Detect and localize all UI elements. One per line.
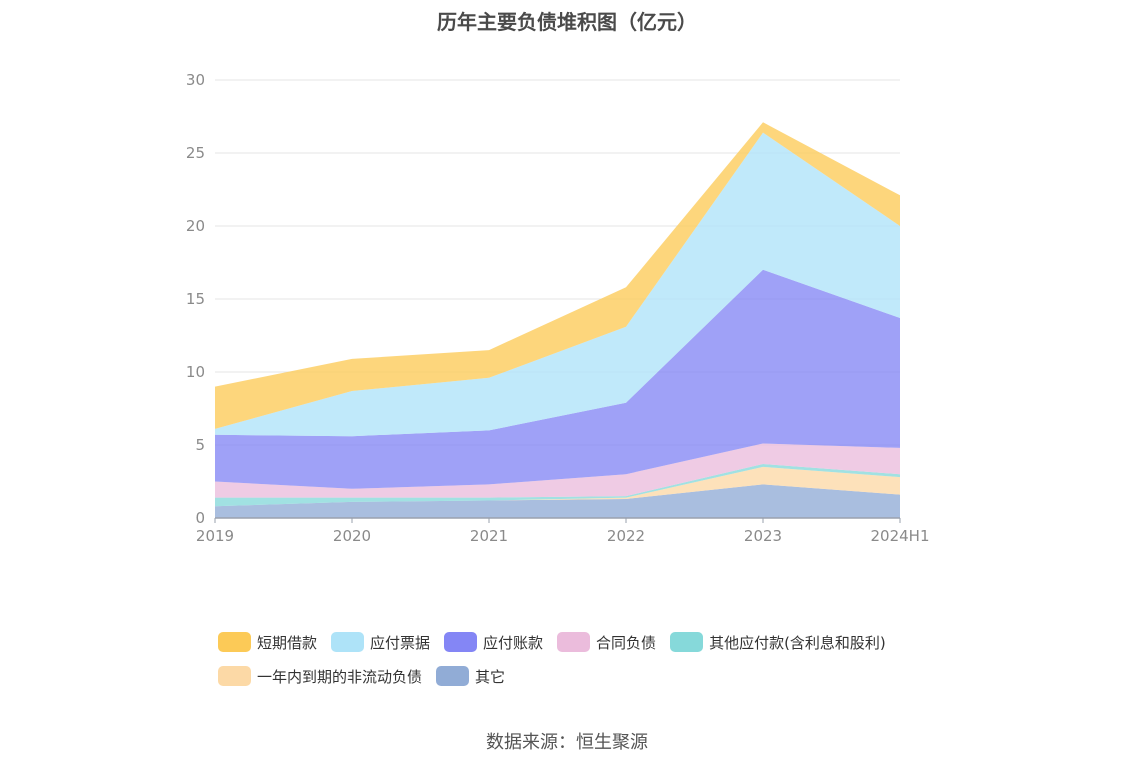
legend-label: 其它	[475, 667, 506, 686]
area-series-2	[215, 464, 900, 507]
y-tick-label: 10	[186, 363, 205, 381]
area-series-1	[215, 466, 900, 507]
area-series-3	[215, 443, 900, 498]
area-series-0	[215, 484, 900, 518]
source-note: 数据来源：恒生聚源	[486, 732, 648, 753]
legend-swatch	[436, 666, 470, 686]
legend: 短期借款 应付票据 应付账款 合同负债 其他应付款(含利息和股利) 一年内到期的非流动负债…	[218, 630, 938, 688]
y-tick-label: 25	[186, 144, 205, 162]
legend-swatch	[218, 666, 251, 686]
area-series-4	[215, 269, 900, 489]
legend-label: 短期借款	[257, 633, 318, 652]
legend-item[interactable]: 其他应付款(含利息和股利)	[670, 630, 886, 654]
legend-swatch	[670, 632, 704, 652]
y-tick-label: 30	[186, 71, 205, 89]
area-series-6	[215, 122, 900, 429]
legend-item[interactable]: 应付账款	[444, 630, 543, 654]
x-tick-label: 2023	[744, 527, 782, 545]
x-tick-label: 2020	[333, 527, 371, 545]
x-tick-label: 2022	[607, 527, 645, 545]
legend-swatch	[444, 632, 478, 652]
legend-item[interactable]: 一年内到期的非流动负债	[218, 664, 422, 688]
legend-swatch	[557, 632, 591, 652]
legend-item[interactable]: 其它	[436, 664, 505, 688]
chart-area: 0 5 10 15 20 25 30 2019 2020 2021 2022 2023 2024H1	[186, 71, 930, 545]
legend-label: 一年内到期的非流动负债	[257, 667, 423, 686]
legend-label: 应付账款	[483, 633, 544, 652]
y-tick-label: 5	[195, 436, 205, 454]
x-tick-label: 2021	[470, 527, 508, 545]
chart-title: 历年主要负债堆积图（亿元）	[437, 10, 697, 34]
y-tick-label: 0	[195, 509, 205, 527]
legend-item[interactable]: 合同负债	[557, 630, 656, 654]
y-tick-label: 15	[186, 290, 205, 308]
legend-swatch	[218, 632, 251, 652]
y-tick-label: 20	[186, 217, 205, 235]
legend-item[interactable]: 应付票据	[331, 630, 430, 654]
x-tick-label: 2024H1	[871, 527, 930, 545]
legend-swatch	[331, 632, 365, 652]
legend-label: 应付票据	[370, 633, 431, 652]
legend-label: 其他应付款(含利息和股利)	[709, 633, 886, 652]
legend-label: 合同负债	[596, 633, 657, 652]
area-series-5	[215, 132, 900, 437]
x-tick-label: 2019	[196, 527, 234, 545]
legend-item[interactable]: 短期借款	[218, 630, 317, 654]
